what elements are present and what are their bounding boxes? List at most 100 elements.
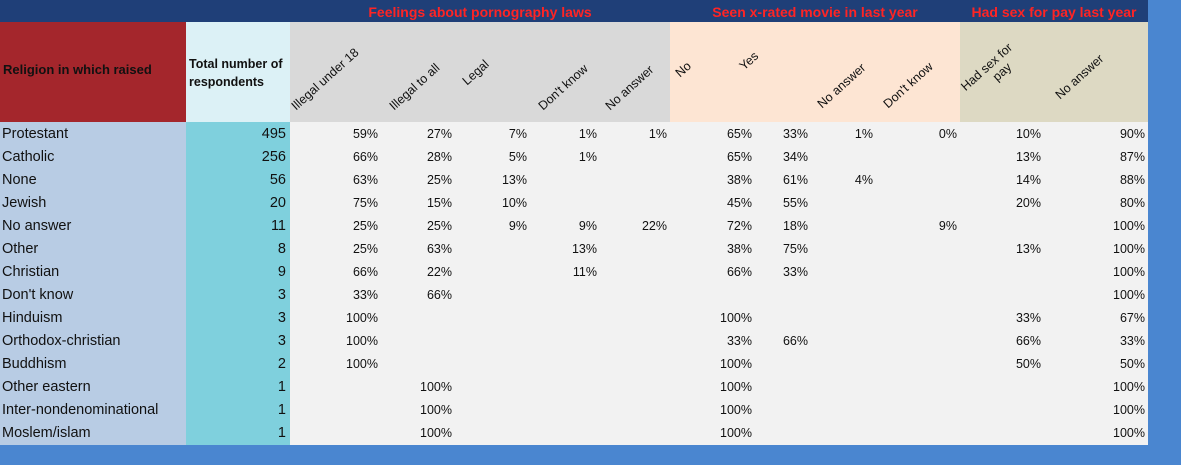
pct-cell-seen-yes [752,399,808,422]
religion-header-cell: Religion in which raised [0,22,186,122]
pct-cell-seen-no-answer: 1% [854,127,873,141]
pct-cell-seen-no: 65% [726,127,752,141]
pct-cell-seen-yes [752,307,808,330]
pct-cell-illegal-under-18: 25% [352,219,378,233]
total-column-bg [186,122,290,445]
group-title-sex: Had sex for pay last year [971,4,1137,20]
total-cell: 256 [261,149,286,165]
pct-cell-legal [452,238,527,261]
pct-cell-seen-no-answer [808,353,873,376]
religion-cell: Jewish [2,195,47,211]
pct-cell-no-answer [597,399,667,422]
pct-cell-no-answer [597,169,667,192]
pct-cell-had-sex-for-pay [957,261,1041,284]
pct-cell-sex-no-answer: 100% [1113,426,1145,440]
feelings-header-cell [290,22,670,122]
pct-cell-illegal-under-18: 63% [352,173,378,187]
pct-cell-seen-no: 100% [720,311,752,325]
pct-cell-sex-no-answer: 67% [1119,311,1145,325]
pct-cell-legal [452,376,527,399]
pct-cell-sex-no-answer: 80% [1119,196,1145,210]
total-cell: 56 [269,172,286,188]
pct-cell-illegal-to-all: 100% [420,403,452,417]
pct-cell-seen-yes: 33% [782,127,808,141]
pct-cell-had-sex-for-pay: 33% [1015,311,1041,325]
pct-cell-sex-no-answer: 100% [1113,288,1145,302]
religion-cell: Other [2,241,39,257]
total-cell: 1 [277,379,286,395]
pct-cell-dont-know [527,169,597,192]
pct-cell-illegal-to-all: 100% [420,426,452,440]
pct-cell-no-answer [597,307,667,330]
pct-cell-seen-dont-know [873,238,957,261]
pct-cell-illegal-under-18: 66% [352,150,378,164]
pct-cell-illegal-under-18 [290,376,378,399]
total-header-cell: Total number of respondents [186,22,290,122]
pct-cell-illegal-to-all: 66% [426,288,452,302]
religion-cell: Other eastern [2,379,91,395]
pct-cell-seen-yes: 55% [782,196,808,210]
pct-cell-legal [452,284,527,307]
pct-cell-dont-know [527,376,597,399]
pct-cell-sex-no-answer: 90% [1119,127,1145,141]
pct-cell-seen-yes: 18% [782,219,808,233]
pct-cell-dont-know: 13% [571,242,597,256]
pct-cell-seen-no: 33% [726,334,752,348]
pct-cell-seen-no-answer [808,330,873,353]
religion-cell: Hinduism [2,310,63,326]
pct-cell-seen-no-answer: 4% [854,173,873,187]
pct-cell-had-sex-for-pay [957,399,1041,422]
total-cell: 1 [277,425,286,441]
religion-header-label: Religion in which raised [3,62,152,77]
pct-cell-dont-know [527,353,597,376]
pct-cell-seen-no: 45% [726,196,752,210]
total-header-label: Total number of respondents [189,57,283,89]
pct-cell-seen-dont-know [873,146,957,169]
pct-cell-seen-no: 38% [726,173,752,187]
pct-cell-seen-no: 100% [720,357,752,371]
pct-cell-seen-no-answer [808,146,873,169]
pct-cell-legal: 13% [501,173,527,187]
pct-cell-illegal-under-18: 66% [352,265,378,279]
pct-cell-dont-know [527,307,597,330]
pct-cell-no-answer [597,192,667,215]
pct-cell-illegal-under-18: 33% [352,288,378,302]
pct-cell-illegal-under-18: 25% [352,242,378,256]
pct-cell-seen-dont-know [873,192,957,215]
pct-cell-seen-no-answer [808,307,873,330]
pct-cell-dont-know [527,330,597,353]
pct-cell-legal [452,261,527,284]
group-header-bar: Feelings about pornography laws Seen x-r… [0,0,1148,22]
pct-cell-seen-no-answer [808,192,873,215]
pct-cell-illegal-to-all: 25% [426,219,452,233]
pct-cell-seen-no-answer [808,376,873,399]
pct-cell-no-answer [597,146,667,169]
sex-header-cell [960,22,1148,122]
total-cell: 1 [277,402,286,418]
pct-cell-sex-no-answer: 87% [1119,150,1145,164]
pct-cell-legal: 10% [501,196,527,210]
pct-cell-illegal-to-all: 100% [420,380,452,394]
pct-cell-seen-dont-know [873,261,957,284]
total-cell: 9 [277,264,286,280]
pct-cell-illegal-to-all [378,307,452,330]
religion-cell: Orthodox-christian [2,333,121,349]
pct-cell-seen-yes: 33% [782,265,808,279]
pct-cell-had-sex-for-pay: 50% [1015,357,1041,371]
pct-cell-seen-no: 100% [720,403,752,417]
total-cell: 3 [277,310,286,326]
pct-cell-no-answer: 22% [641,219,667,233]
pct-cell-illegal-to-all: 63% [426,242,452,256]
pct-cell-dont-know: 9% [578,219,597,233]
pct-cell-seen-dont-know [873,422,957,445]
pct-cell-seen-dont-know [873,307,957,330]
pct-cell-legal [452,422,527,445]
pct-cell-seen-no: 100% [720,380,752,394]
pct-cell-seen-no: 65% [726,150,752,164]
pct-cell-seen-yes: 34% [782,150,808,164]
pct-cell-sex-no-answer: 100% [1113,265,1145,279]
pct-cell-illegal-under-18: 59% [352,127,378,141]
total-cell: 3 [277,287,286,303]
pct-cell-legal [452,353,527,376]
pct-cell-seen-yes: 66% [782,334,808,348]
